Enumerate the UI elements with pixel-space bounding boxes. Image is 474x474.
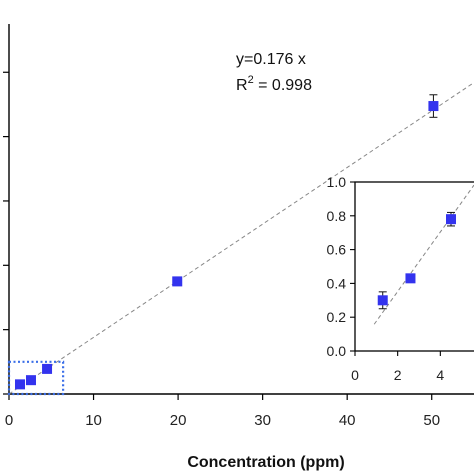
x-tick-label: 40: [339, 412, 356, 429]
x-tick-label: 20: [170, 412, 187, 429]
inset-data-point: [446, 214, 456, 225]
zoom-region-box: [7, 360, 65, 396]
inset-y-tick-label: 1.0: [327, 174, 347, 190]
main-plot-area: 0 10 20 30 40 50: [3, 24, 474, 429]
inset-data-point: [405, 273, 416, 284]
x-tick-label: 0: [5, 412, 13, 429]
r-squared-annotation: R2 = 0.998: [236, 74, 312, 94]
inset-plot-area: 0.0 0.2 0.4 0.6 0.8 1.0 0 2 4: [327, 174, 474, 383]
inset-y-tick-label: 0.8: [327, 208, 347, 224]
inset-x-tick-label: 0: [351, 367, 359, 383]
inset-data-point: [377, 295, 388, 306]
data-point: [428, 101, 439, 112]
data-point: [172, 276, 183, 287]
inset-y-tick-label: 0.2: [327, 309, 347, 325]
inset-frame: [354, 181, 474, 352]
data-point: [25, 375, 36, 386]
inset-fit-line: [373, 184, 474, 325]
x-tick-label: 50: [423, 412, 440, 429]
x-tick-label: 30: [254, 412, 271, 429]
inset-x-tick-label: 4: [436, 367, 444, 383]
inset-x-tick-label: 2: [394, 367, 402, 383]
inset-y-tick-label: 0.6: [327, 242, 347, 258]
inset-y-tick-label: 0.0: [327, 343, 347, 359]
equation-annotation: y=0.176 x: [236, 51, 306, 68]
data-point: [14, 379, 25, 390]
inset-y-tick-label: 0.4: [327, 275, 347, 291]
fit-line: [8, 82, 474, 395]
x-tick-label: 10: [85, 412, 102, 429]
data-point: [42, 363, 53, 374]
x-axis-title: Concentration (ppm): [187, 454, 344, 471]
